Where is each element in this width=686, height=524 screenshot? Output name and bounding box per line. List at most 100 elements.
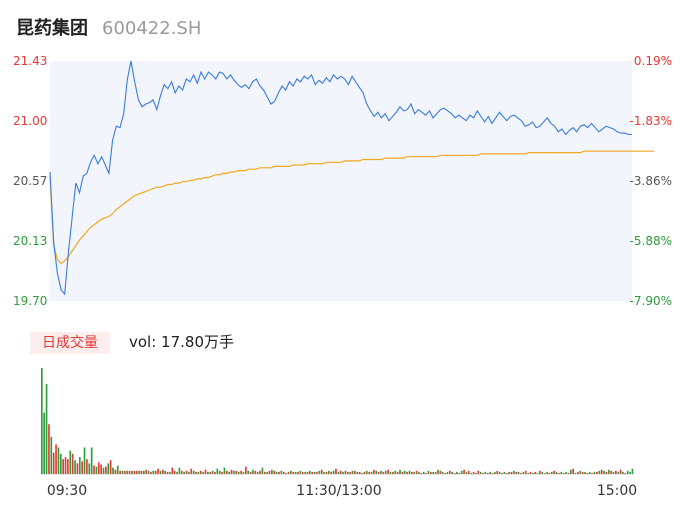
volume-bar <box>389 471 392 474</box>
volume-bar <box>83 447 86 474</box>
volume-bar <box>62 459 65 474</box>
volume-bar <box>467 470 470 474</box>
volume-bar <box>207 471 209 474</box>
volume-bar <box>373 469 375 474</box>
volume-bar <box>593 471 596 474</box>
volume-bar <box>97 462 100 474</box>
volume-bar <box>456 471 458 474</box>
volume-bar <box>107 463 110 474</box>
volume-bar <box>254 470 257 474</box>
volume-bar <box>116 465 119 474</box>
volume-bar <box>67 459 69 474</box>
volume-readout: vol: 17.80万手 <box>129 333 234 351</box>
volume-bar <box>133 470 136 474</box>
volume-bar <box>50 436 53 474</box>
volume-bar <box>150 471 152 474</box>
volume-bar <box>313 471 316 474</box>
volume-bar <box>209 471 212 474</box>
pct-tick-label: -5.88% <box>630 234 672 248</box>
volume-bar <box>486 472 489 474</box>
volume-bar <box>266 471 268 474</box>
y-tick-label: 21.00 <box>13 114 47 128</box>
volume-bar <box>287 471 290 474</box>
volume-bar <box>311 471 314 474</box>
volume-bar <box>190 468 193 474</box>
volume-bar <box>161 469 164 474</box>
volume-bar <box>124 470 126 474</box>
volume-bar <box>221 471 223 474</box>
volume-bar <box>553 470 556 474</box>
volume-bar <box>380 470 382 474</box>
volume-bar <box>259 470 261 474</box>
volume-bar <box>114 469 117 474</box>
volume-bar <box>463 469 465 474</box>
volume-bar <box>617 471 620 474</box>
volume-bar <box>183 471 185 474</box>
volume-bar <box>555 471 558 474</box>
volume-bar <box>432 471 435 474</box>
volume-bar <box>569 469 572 474</box>
volume-bar <box>282 471 285 474</box>
volume-bar <box>503 471 506 474</box>
volume-bar <box>418 471 420 474</box>
volume-bar <box>517 471 520 474</box>
volume-bar <box>541 471 544 474</box>
volume-bar <box>335 468 337 474</box>
volume-bar <box>76 463 79 474</box>
volume-bar <box>126 470 129 474</box>
volume-bar <box>399 469 401 474</box>
volume-bar <box>581 471 584 474</box>
volume-bar <box>527 472 529 474</box>
volume-bar <box>532 472 534 474</box>
volume-bar <box>256 471 259 474</box>
volume-bar <box>100 464 102 474</box>
volume-bar <box>546 471 548 474</box>
volume-bar <box>337 471 340 474</box>
volume-bar <box>140 470 143 474</box>
volume-bar <box>138 470 140 474</box>
volume-bar <box>78 457 81 474</box>
volume-bar <box>375 470 378 474</box>
volume-bar <box>157 468 159 474</box>
volume-bar <box>441 471 444 474</box>
volume-bar <box>119 470 121 474</box>
volume-bar <box>560 471 563 474</box>
volume-bar <box>332 470 335 474</box>
volume-bar <box>603 470 605 474</box>
stock-name: 昆药集团 <box>16 18 88 39</box>
volume-bar <box>477 470 480 474</box>
volume-bar <box>342 471 344 474</box>
volume-bar <box>458 472 461 474</box>
volume-bar <box>195 471 197 474</box>
volume-bar <box>615 470 617 474</box>
volume-bar <box>93 465 95 474</box>
volume-bar <box>370 471 373 474</box>
volume-bar <box>147 470 150 474</box>
volume-bar <box>524 470 527 474</box>
volume-bar <box>460 470 463 474</box>
volume-bar <box>596 471 598 474</box>
volume-bar <box>59 453 62 474</box>
volume-bar <box>346 471 349 474</box>
volume-bar <box>377 471 380 474</box>
volume-bar <box>43 412 46 474</box>
volume-bar <box>351 470 354 474</box>
volume-bar <box>510 471 513 474</box>
volume-bar <box>211 470 214 474</box>
volume-tab[interactable]: 日成交量 <box>30 332 110 354</box>
volume-bar <box>484 471 487 474</box>
pct-tick-label: -3.86% <box>630 174 672 188</box>
volume-bar <box>344 470 347 474</box>
volume-bar <box>420 472 423 474</box>
volume-bar <box>536 472 539 474</box>
volume-bar <box>586 472 589 474</box>
avg-price-line <box>49 150 655 265</box>
volume-bar <box>304 471 306 474</box>
volume-bar <box>152 470 155 474</box>
volume-bar <box>396 471 399 474</box>
volume-bar <box>619 469 622 474</box>
volume-bar <box>505 472 508 474</box>
volume-bar <box>226 470 228 474</box>
volume-bar <box>622 471 624 474</box>
